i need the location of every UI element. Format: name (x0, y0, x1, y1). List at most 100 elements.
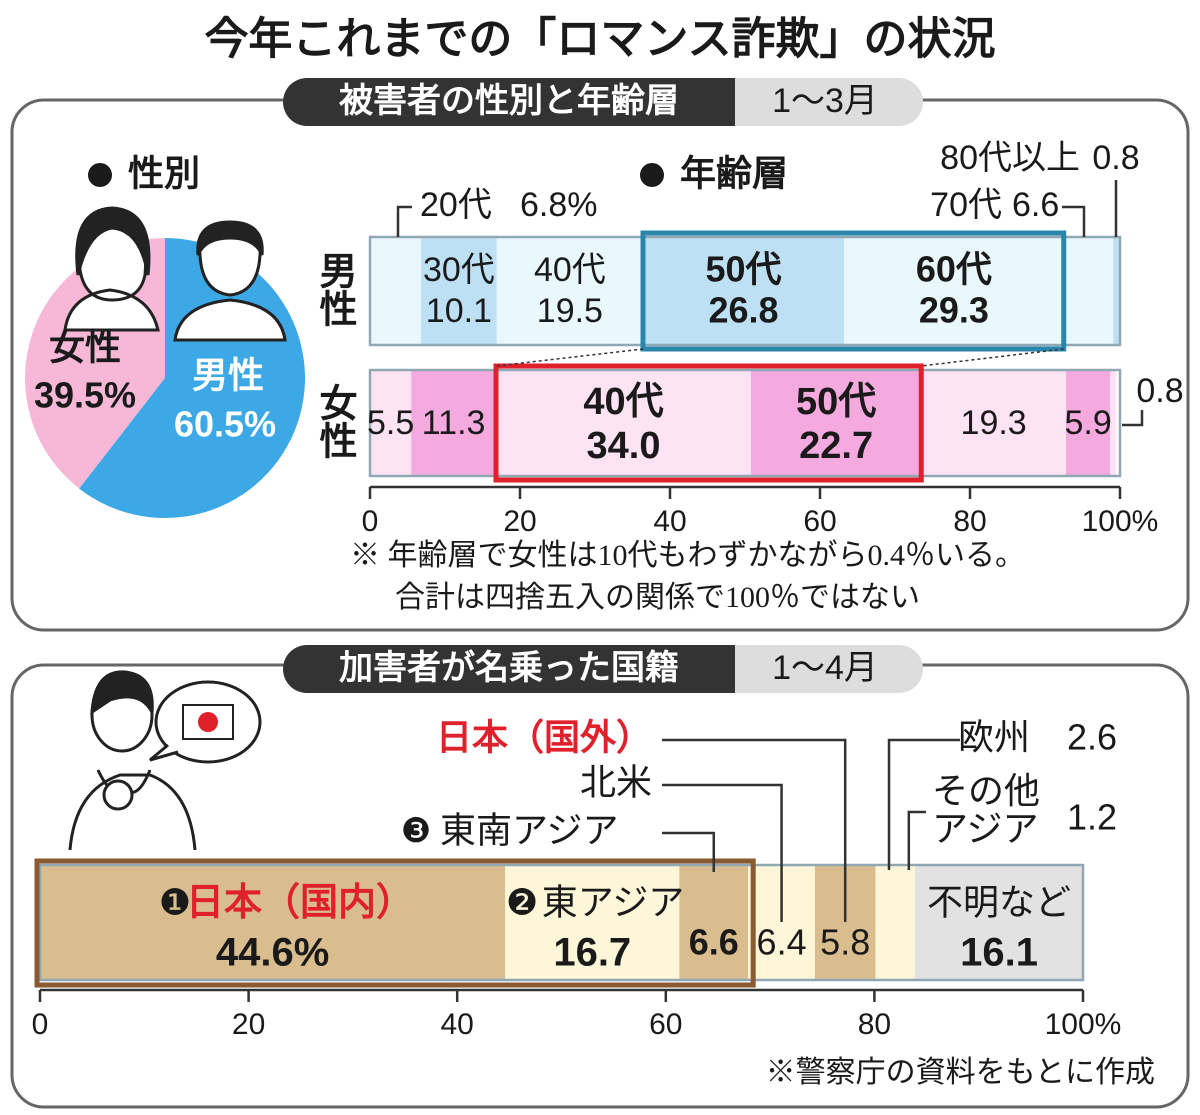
value-label: 0.8 (1136, 372, 1183, 410)
leader-line (662, 738, 847, 922)
bar-outline (368, 368, 1122, 478)
value-label: 6.4 (757, 922, 807, 963)
x-tick-label: 100% (1082, 505, 1159, 538)
bar-segment (505, 865, 680, 980)
rank-mark: ❷ (506, 882, 538, 923)
section-title: 被害者の性別と年齢層 (339, 82, 679, 120)
bar-segment (643, 237, 844, 345)
value-label: 11.3 (422, 404, 486, 442)
speech-bubble (149, 680, 262, 764)
value-label: 0.8 (1092, 139, 1139, 177)
bar-segment (844, 237, 1064, 345)
x-tick-label: 40 (653, 505, 686, 538)
value-label: 26.8 (708, 290, 778, 331)
bar-segment (421, 237, 497, 345)
section-title: 加害者が名乗った国籍 (339, 649, 679, 687)
value-label: 34.0 (587, 425, 661, 467)
x-tick-label: 0 (32, 1008, 49, 1041)
value-label: 44.6% (216, 931, 329, 975)
person-illustration (68, 670, 197, 851)
x-tick-label: 100% (1045, 1008, 1122, 1041)
bar-segment (1113, 237, 1120, 345)
bar-segment (370, 370, 412, 476)
series-label: 男性 (313, 251, 355, 327)
bar-segment (1110, 370, 1117, 476)
value-label: 5.5 (367, 404, 414, 442)
value-label: 19.3 (961, 404, 1027, 442)
section-header-dark (283, 78, 735, 126)
rank-mark: ❸ (401, 812, 431, 850)
section-header-dark (700, 645, 735, 693)
leader-line (1122, 410, 1144, 427)
value-label: 22.7 (799, 425, 873, 467)
category-label: 東南アジア (440, 810, 619, 851)
pie-value-label: 60.5% (174, 404, 276, 445)
x-tick-label: 60 (803, 505, 836, 538)
pie-label: 女性 (49, 327, 121, 368)
leader-line (907, 810, 926, 870)
bar-segment (921, 370, 1066, 476)
value-label: 6.6 (1012, 186, 1059, 224)
category-label: 50代 (705, 249, 781, 290)
pie-label: 男性 (192, 355, 264, 396)
x-tick-label: 20 (232, 1008, 265, 1041)
bar-segment (496, 237, 643, 345)
footnote: 合計は四捨五入の関係で100％ではない (395, 581, 920, 614)
section-header-dark (700, 78, 735, 126)
bar-segment (40, 865, 506, 980)
x-tick-label: 80 (953, 505, 986, 538)
highlight-box (640, 230, 1067, 352)
connector (495, 348, 644, 367)
highlight-box (493, 363, 924, 483)
value-label: 5.9 (1064, 404, 1111, 442)
value-label: 6.6 (689, 922, 739, 963)
bar-segment (751, 370, 922, 476)
value-label: 1.2 (1067, 797, 1117, 838)
value-label: 5.8 (820, 922, 870, 963)
x-tick-label: 40 (441, 1008, 474, 1041)
category-label: 北米 (580, 762, 652, 803)
series-label: 女性 (313, 383, 355, 459)
leader-line (662, 831, 716, 872)
bar-segment (1066, 370, 1111, 476)
subtitle: 年齢層 (680, 153, 788, 194)
pie-value-label: 39.5% (34, 375, 136, 416)
value-label: 16.1 (960, 931, 1038, 975)
category-label: 70代 (930, 186, 1002, 224)
bar-segment (370, 237, 421, 345)
footnote: ※ 年齢層で女性は10代もわずかながら0.4％いる。 (350, 539, 1025, 572)
leader-line (887, 738, 960, 870)
main-title: 今年これまでの「ロマンス詐欺」の状況 (204, 15, 995, 64)
category-label: 50代 (796, 381, 876, 423)
category-label: 東アジア (542, 882, 685, 923)
bar-outline (38, 863, 1085, 982)
bar-segment (915, 865, 1083, 980)
highlight-box (34, 858, 756, 988)
bullet (88, 163, 112, 187)
bar-segment (411, 370, 496, 476)
value-label: 10.1 (426, 292, 492, 330)
category-label: 日本（国内） (186, 882, 414, 924)
leader-line (662, 783, 783, 922)
person-icons (63, 206, 287, 342)
icon-male (173, 226, 287, 342)
bullet (640, 163, 664, 187)
x-tick-label: 0 (362, 505, 379, 538)
bar-segment (496, 370, 751, 476)
value-label: 6.8% (520, 186, 598, 224)
category-label: 30代 (423, 251, 495, 289)
bar-segment (875, 865, 903, 980)
category-label: その他 アジア (932, 770, 1041, 849)
section-header-dark (283, 645, 735, 693)
icon-female-hair (75, 206, 151, 276)
category-label: 40代 (534, 251, 606, 289)
leader-line (396, 205, 412, 237)
category-label: 80代以上 (940, 139, 1080, 177)
section-period: 1～4月 (772, 649, 878, 687)
subtitle: 性別 (128, 153, 200, 194)
rank-mark: ❶ (159, 882, 191, 923)
bar-outline (368, 235, 1122, 347)
x-tick-label: 60 (649, 1008, 682, 1041)
